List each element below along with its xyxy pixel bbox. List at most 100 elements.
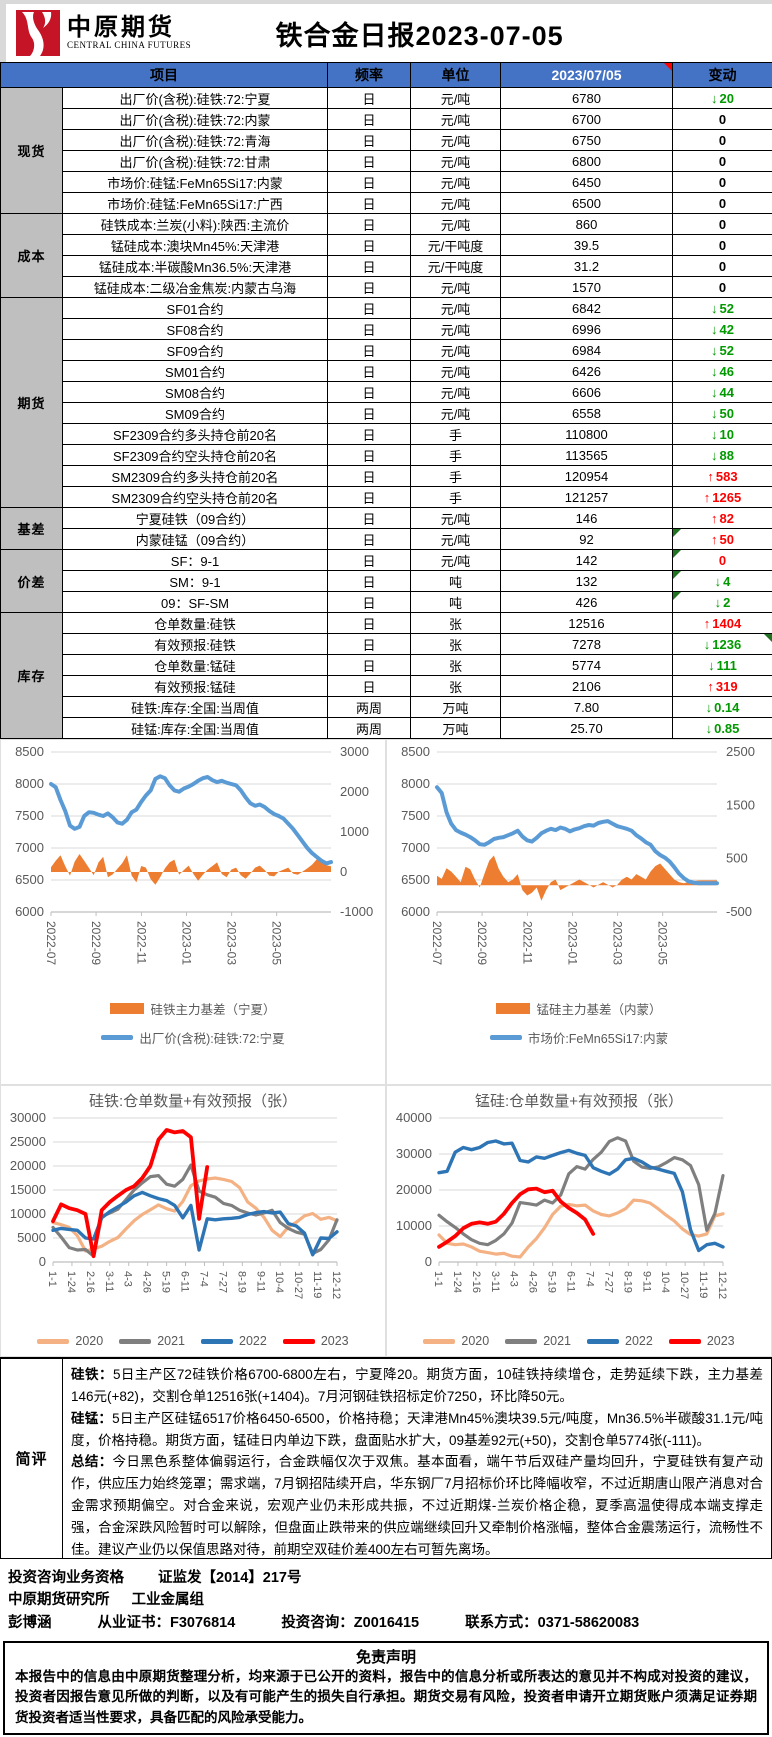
table-row: 硅锰:库存:全国:当周值 两周 万吨 25.70 ↓ 0.85 [1, 717, 772, 739]
unit-cell: 元/吨 [410, 381, 501, 403]
svg-text:5-19: 5-19 [546, 1271, 558, 1293]
value-cell: 7278 [500, 633, 673, 655]
unit-cell: 吨 [410, 570, 501, 592]
item-cell: 宁夏硅铁（09合约） [62, 507, 328, 529]
value-cell: 1570 [500, 276, 673, 298]
chart-title: 硅铁:仓单数量+有效预报（张） [89, 1093, 297, 1110]
chart-title: 锰硅:仓单数量+有效预报（张） [475, 1093, 683, 1110]
svg-text:20000: 20000 [10, 1158, 46, 1173]
legend-label: 2021 [543, 1334, 571, 1348]
legend-label: 硅铁主力基差（宁夏） [150, 1003, 276, 1017]
svg-text:2022-07: 2022-07 [44, 921, 58, 965]
unit-cell: 元/吨 [410, 129, 501, 151]
unit-cell: 元/吨 [410, 318, 501, 340]
up-arrow-icon: ↑ [707, 468, 714, 484]
report-header: 中原期货 CENTRAL CHINA FUTURES 铁合金日报2023-07-… [0, 0, 772, 62]
table-row: 出厂价(含税):硅铁:72:青海日元/吨 6750 0 [1, 129, 772, 151]
legend-label: 2022 [625, 1334, 653, 1348]
value-cell: 31.2 [500, 255, 673, 277]
legend-item: 2022 [201, 1334, 267, 1348]
down-arrow-icon: ↓ [711, 447, 718, 463]
group-name: 工业金属组 [131, 1592, 205, 1609]
value-cell: 7.80 [500, 696, 673, 718]
svg-text:8500: 8500 [15, 744, 44, 759]
svg-text:2023-01: 2023-01 [566, 921, 580, 965]
table-row: 锰硅成本:澳块Mn45%:天津港日元/干吨度 39.5 0 [1, 234, 772, 256]
svg-text:-500: -500 [726, 904, 752, 919]
unit-cell: 元/吨 [410, 549, 501, 571]
svg-text:2022-09: 2022-09 [475, 921, 489, 965]
chart-plot: 0 10000 20000 30000 40000 1-1 1-24 2-16 3-11 4-3 4… [396, 1110, 728, 1299]
change-cell: 0 [672, 129, 772, 151]
change-cell: ↑ 319 [672, 675, 772, 697]
down-arrow-icon: ↓ [714, 573, 722, 589]
green-corner-icon [764, 634, 772, 642]
item-cell: 锰硅成本:半碳酸Mn36.5%:天津港 [62, 255, 328, 277]
table-row: 09：SF-SM 日吨 426 ↓ 2 [1, 591, 772, 613]
svg-text:-1000: -1000 [340, 904, 373, 919]
freq-cell: 日 [327, 87, 411, 109]
down-arrow-icon: ↓ [714, 594, 722, 610]
legend-item: 2020 [37, 1334, 103, 1348]
freq-cell: 日 [327, 675, 411, 697]
svg-text:0: 0 [340, 864, 347, 879]
table-row: SF08合约日元/吨 6996 ↓ 42 [1, 318, 772, 340]
legend-swatch-icon [668, 1338, 701, 1344]
svg-text:8500: 8500 [401, 744, 430, 759]
legend-label: 2023 [706, 1334, 735, 1348]
change-cell: ↑ 583 [672, 465, 772, 487]
table-row: SM2309合约多头持仓前20名日手 120954 ↑ 583 [1, 465, 772, 487]
value-cell: 6842 [500, 297, 673, 319]
column-header-2: 单位 [410, 62, 501, 88]
unit-cell: 手 [410, 465, 501, 487]
change-cell: ↓ 20 [672, 87, 772, 109]
group-cell: 成本 [0, 213, 63, 298]
freq-cell: 日 [327, 549, 411, 571]
item-cell: 仓单数量:锰硅 [62, 654, 328, 676]
table-row: SM：9-1 日吨 132 ↓ 4 [1, 570, 772, 592]
down-arrow-icon: ↓ [711, 405, 718, 421]
unit-cell: 吨 [410, 591, 501, 613]
change-cell: ↓ 10 [672, 423, 772, 445]
chart-sm-warrants: 锰硅:仓单数量+有效预报（张） 0 10000 20000 30000 40000 1-1 1… [386, 1085, 772, 1357]
legend-swatch-icon [201, 1338, 233, 1344]
unit-cell: 张 [410, 612, 501, 634]
change-cell: ↓ 4 [672, 570, 772, 592]
item-cell: SF08合约 [62, 318, 328, 340]
svg-text:6-11: 6-11 [565, 1271, 577, 1292]
svg-text:2023-01: 2023-01 [180, 921, 194, 965]
legend-swatch-icon [282, 1338, 315, 1344]
svg-text:2023-03: 2023-03 [225, 921, 239, 965]
legend-item: 锰硅主力基差（内蒙） [496, 999, 662, 1018]
logo-name-cn: 中原期货 [67, 14, 175, 41]
table-row: SM09合约日元/吨 6558 ↓ 50 [1, 402, 772, 424]
value-cell: 6500 [500, 192, 673, 214]
chart-legend: 2020 2021 2022 2023 [387, 1334, 771, 1348]
disclaimer-text: 本报告中的信息由中原期货整理分析，均来源于已公开的资料，报告中的信息分析或所表达… [15, 1669, 757, 1725]
down-arrow-icon: ↓ [705, 720, 713, 736]
unit-cell: 手 [410, 423, 501, 445]
svg-text:2022-11: 2022-11 [134, 921, 148, 964]
value-cell: 110800 [500, 423, 673, 445]
legend-label: 出厂价(含税):硅铁:72:宁夏 [139, 1032, 285, 1046]
svg-text:30000: 30000 [396, 1146, 432, 1161]
freq-cell: 日 [327, 465, 411, 487]
item-cell: 硅锰:库存:全国:当周值 [62, 717, 328, 739]
change-cell: 0 [672, 108, 772, 130]
svg-text:12-12: 12-12 [330, 1271, 342, 1299]
item-cell: SF09合约 [62, 339, 328, 361]
unit-cell: 元/吨 [410, 150, 501, 172]
commentary-paragraph: 硅铁：5日主产区72硅铁价格6700-6800左右，宁夏降20。期货方面，10硅… [71, 1367, 764, 1404]
svg-text:1-1: 1-1 [46, 1271, 58, 1287]
freq-cell: 日 [327, 171, 411, 193]
table-row: 出厂价(含税):硅铁:72:内蒙日元/吨 6700 0 [1, 108, 772, 130]
unit-cell: 元/干吨度 [410, 234, 501, 256]
commentary-paragraph: 总结：今日黑色系整体偏弱运行，合金跌幅仅次于双焦。基本面看，端午节后双硅产量均回… [71, 1454, 764, 1557]
table-row: SM08合约日元/吨 6606 ↓ 44 [1, 381, 772, 403]
change-cell: 0 [672, 192, 772, 214]
value-cell: 6558 [500, 402, 673, 424]
change-cell: ↑ 50 [672, 528, 772, 550]
change-cell: 0 [672, 150, 772, 172]
table-row: SM2309合约空头持仓前20名日手 121257 ↑ 1265 [1, 486, 772, 508]
